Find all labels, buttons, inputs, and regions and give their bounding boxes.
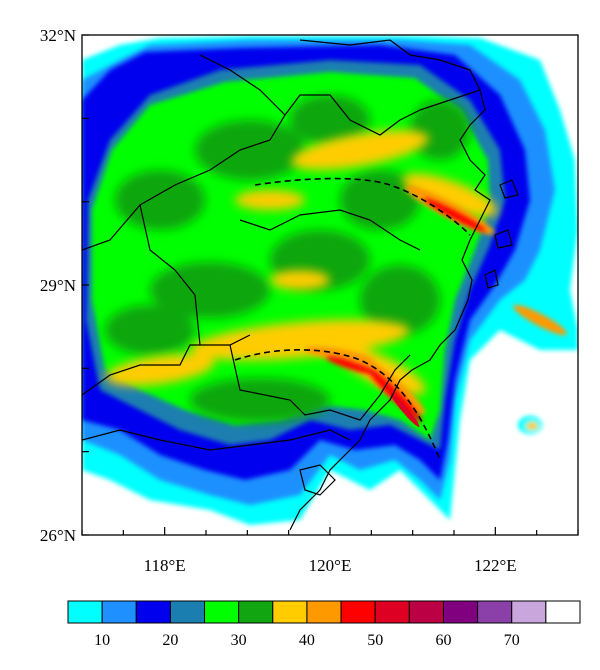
province-boundary — [229, 344, 411, 421]
colorbar-label: 50 — [367, 632, 383, 649]
lon-label: 118°E — [144, 556, 186, 575]
colorbar-swatch — [67, 600, 103, 624]
colorbar-swatch — [408, 600, 444, 624]
axis-ticks — [81, 34, 579, 536]
lat-label: 29°N — [40, 276, 76, 295]
colorbar-swatch — [101, 600, 137, 624]
reflectivity-field — [82, 36, 578, 525]
colorbar-swatch — [204, 600, 240, 624]
southern-rainband-axis — [234, 349, 441, 461]
colorbar: 10 20 30 40 50 60 70 — [67, 600, 581, 649]
lon-label: 122°E — [474, 556, 517, 575]
colorbar-swatch — [477, 600, 513, 624]
lat-label: 32°N — [40, 26, 76, 45]
colorbar-swatch — [374, 600, 410, 624]
colorbar-label: 20 — [162, 632, 178, 649]
province-boundary — [299, 39, 481, 91]
colorbar-swatch — [135, 600, 171, 624]
island — [494, 229, 513, 249]
echo-35dbz-cells — [105, 95, 470, 422]
province-boundary — [239, 209, 421, 251]
lon-label: 120°E — [309, 556, 352, 575]
colorbar-swatch — [340, 600, 376, 624]
colorbar-label: 70 — [504, 632, 520, 649]
echo-50dbz-core — [326, 198, 486, 423]
axis-labels: 32°N 29°N 26°N 118°E 120°E 122°E — [40, 26, 517, 575]
province-boundary — [199, 54, 286, 116]
rainband-axis-lines — [234, 177, 471, 461]
colorbar-swatch — [272, 600, 308, 624]
colorbar-label: 60 — [435, 632, 451, 649]
colorbar-label: 40 — [299, 632, 315, 649]
boundary-lines — [82, 39, 519, 531]
island — [499, 179, 519, 199]
isolated-echo — [518, 416, 542, 434]
colorbar-swatch — [511, 600, 547, 624]
colorbar-swatch — [238, 600, 274, 624]
northern-rainband-axis — [254, 177, 471, 236]
colorbar-swatch — [442, 600, 479, 624]
island — [484, 269, 499, 289]
coastline — [289, 89, 491, 531]
colorbar-swatch — [545, 600, 581, 624]
colorbar-label: 10 — [94, 632, 110, 649]
island — [299, 464, 336, 496]
province-boundary — [82, 344, 200, 396]
colorbar-swatch — [169, 600, 206, 624]
lat-label: 26°N — [40, 526, 76, 545]
echo-55dbz-core — [390, 393, 420, 427]
province-boundary — [82, 429, 351, 451]
colorbar-swatch — [306, 600, 342, 624]
colorbar-label: 30 — [231, 632, 247, 649]
